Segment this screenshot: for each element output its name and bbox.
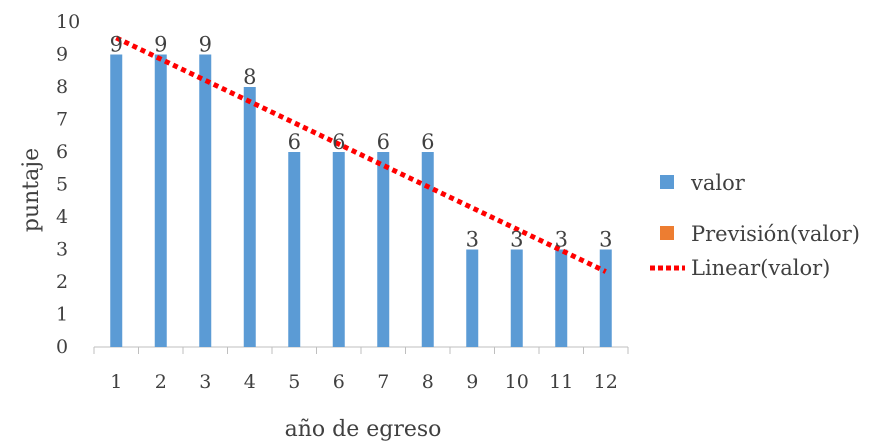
x-tick-label: 4 [244,371,256,393]
y-tick-label: 0 [56,336,68,358]
y-tick-label: 2 [56,271,68,293]
y-tick-label: 8 [56,76,68,98]
bar [199,54,212,347]
data-label: 8 [243,65,256,89]
x-tick-label: 6 [333,371,345,393]
x-tick-label: 12 [594,371,618,393]
y-tick-label: 5 [56,174,68,196]
bar [243,87,256,347]
data-label: 6 [332,130,345,154]
x-tick-label: 1 [110,371,122,393]
bar [288,152,301,347]
y-tick-label: 6 [56,141,68,163]
bar [110,54,123,347]
x-tick-label: 10 [505,371,529,393]
x-axis-title: año de egreso [285,417,442,442]
trendline [115,35,607,274]
bars [110,54,612,347]
x-tick-label: 5 [288,371,300,393]
x-tick-label: 7 [377,371,389,393]
bar [466,249,479,347]
legend-label: Previsión(valor) [691,222,860,246]
data-label: 3 [555,228,568,252]
y-tick-label: 10 [56,11,80,33]
bar [154,54,167,347]
data-label: 3 [466,228,479,252]
data-label: 6 [377,130,390,154]
data-label: 9 [110,33,123,57]
bar [555,249,568,347]
data-label: 6 [421,130,434,154]
legend: valor Previsión(valor) Linear(valor) [650,171,860,280]
x-tick-label: 3 [199,371,211,393]
y-axis-ticks: 0 1 2 3 4 5 6 7 8 9 10 [56,11,80,358]
y-tick-label: 9 [56,44,68,66]
legend-swatch [660,175,674,189]
bar [332,152,345,347]
y-tick-label: 4 [56,206,68,228]
data-label: 3 [510,228,523,252]
x-axis: 1 2 3 4 5 6 7 8 9 10 11 12 [93,346,629,393]
y-tick-label: 3 [56,239,68,261]
bar [510,249,523,347]
bar [377,152,390,347]
y-axis-title: puntaje [19,148,44,232]
y-tick-label: 1 [56,304,68,326]
data-labels: 9 9 9 8 6 6 6 6 3 3 3 3 [110,33,613,252]
x-tick-label: 2 [155,371,167,393]
bar [421,152,434,347]
x-tick-label: 8 [422,371,434,393]
data-label: 3 [599,228,612,252]
legend-swatch [660,226,674,240]
data-label: 6 [288,130,301,154]
legend-label: valor [690,171,746,195]
data-label: 9 [199,33,212,57]
y-tick-label: 7 [56,109,68,131]
linear-trendline [115,35,607,274]
bar [599,249,612,347]
legend-label: Linear(valor) [691,256,830,280]
x-tick-label: 9 [466,371,478,393]
x-tick-label: 11 [549,371,573,393]
data-label: 9 [154,33,167,57]
